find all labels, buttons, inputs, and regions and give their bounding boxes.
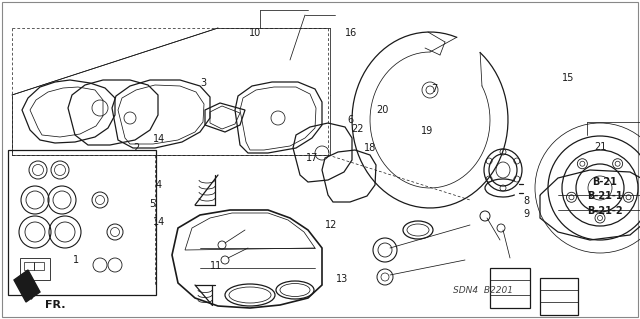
Text: B-21: B-21 (593, 177, 617, 187)
Text: 13: 13 (336, 274, 349, 284)
Text: 1: 1 (72, 255, 79, 265)
Text: 4: 4 (156, 180, 162, 190)
Text: 17: 17 (306, 153, 319, 163)
Text: 14: 14 (152, 217, 165, 227)
Text: 15: 15 (562, 73, 575, 83)
Text: 18: 18 (364, 143, 376, 153)
Text: 8: 8 (523, 196, 529, 206)
Text: SDN4  B2201: SDN4 B2201 (453, 286, 513, 295)
Text: 3: 3 (200, 78, 207, 88)
Text: 9: 9 (523, 209, 529, 219)
Text: 11: 11 (210, 261, 223, 271)
Text: 20: 20 (376, 105, 389, 115)
Text: 14: 14 (152, 134, 165, 144)
Text: 2: 2 (133, 143, 140, 153)
Bar (20, 258, 50, 280)
Text: FR.: FR. (45, 300, 65, 310)
Text: 19: 19 (421, 126, 434, 136)
Text: B-21-1: B-21-1 (587, 191, 623, 201)
Text: 6: 6 (348, 115, 354, 125)
Text: 5: 5 (149, 199, 156, 209)
Text: 12: 12 (325, 220, 338, 230)
Bar (34, 262, 44, 270)
Polygon shape (14, 270, 40, 302)
Text: B-21-2: B-21-2 (587, 205, 623, 216)
Text: 16: 16 (344, 28, 357, 39)
Bar (24, 262, 34, 270)
Text: 7: 7 (431, 84, 437, 94)
Bar (8, 150, 156, 295)
Text: 10: 10 (248, 28, 261, 39)
Text: 22: 22 (351, 124, 364, 134)
Text: 21: 21 (594, 142, 607, 152)
